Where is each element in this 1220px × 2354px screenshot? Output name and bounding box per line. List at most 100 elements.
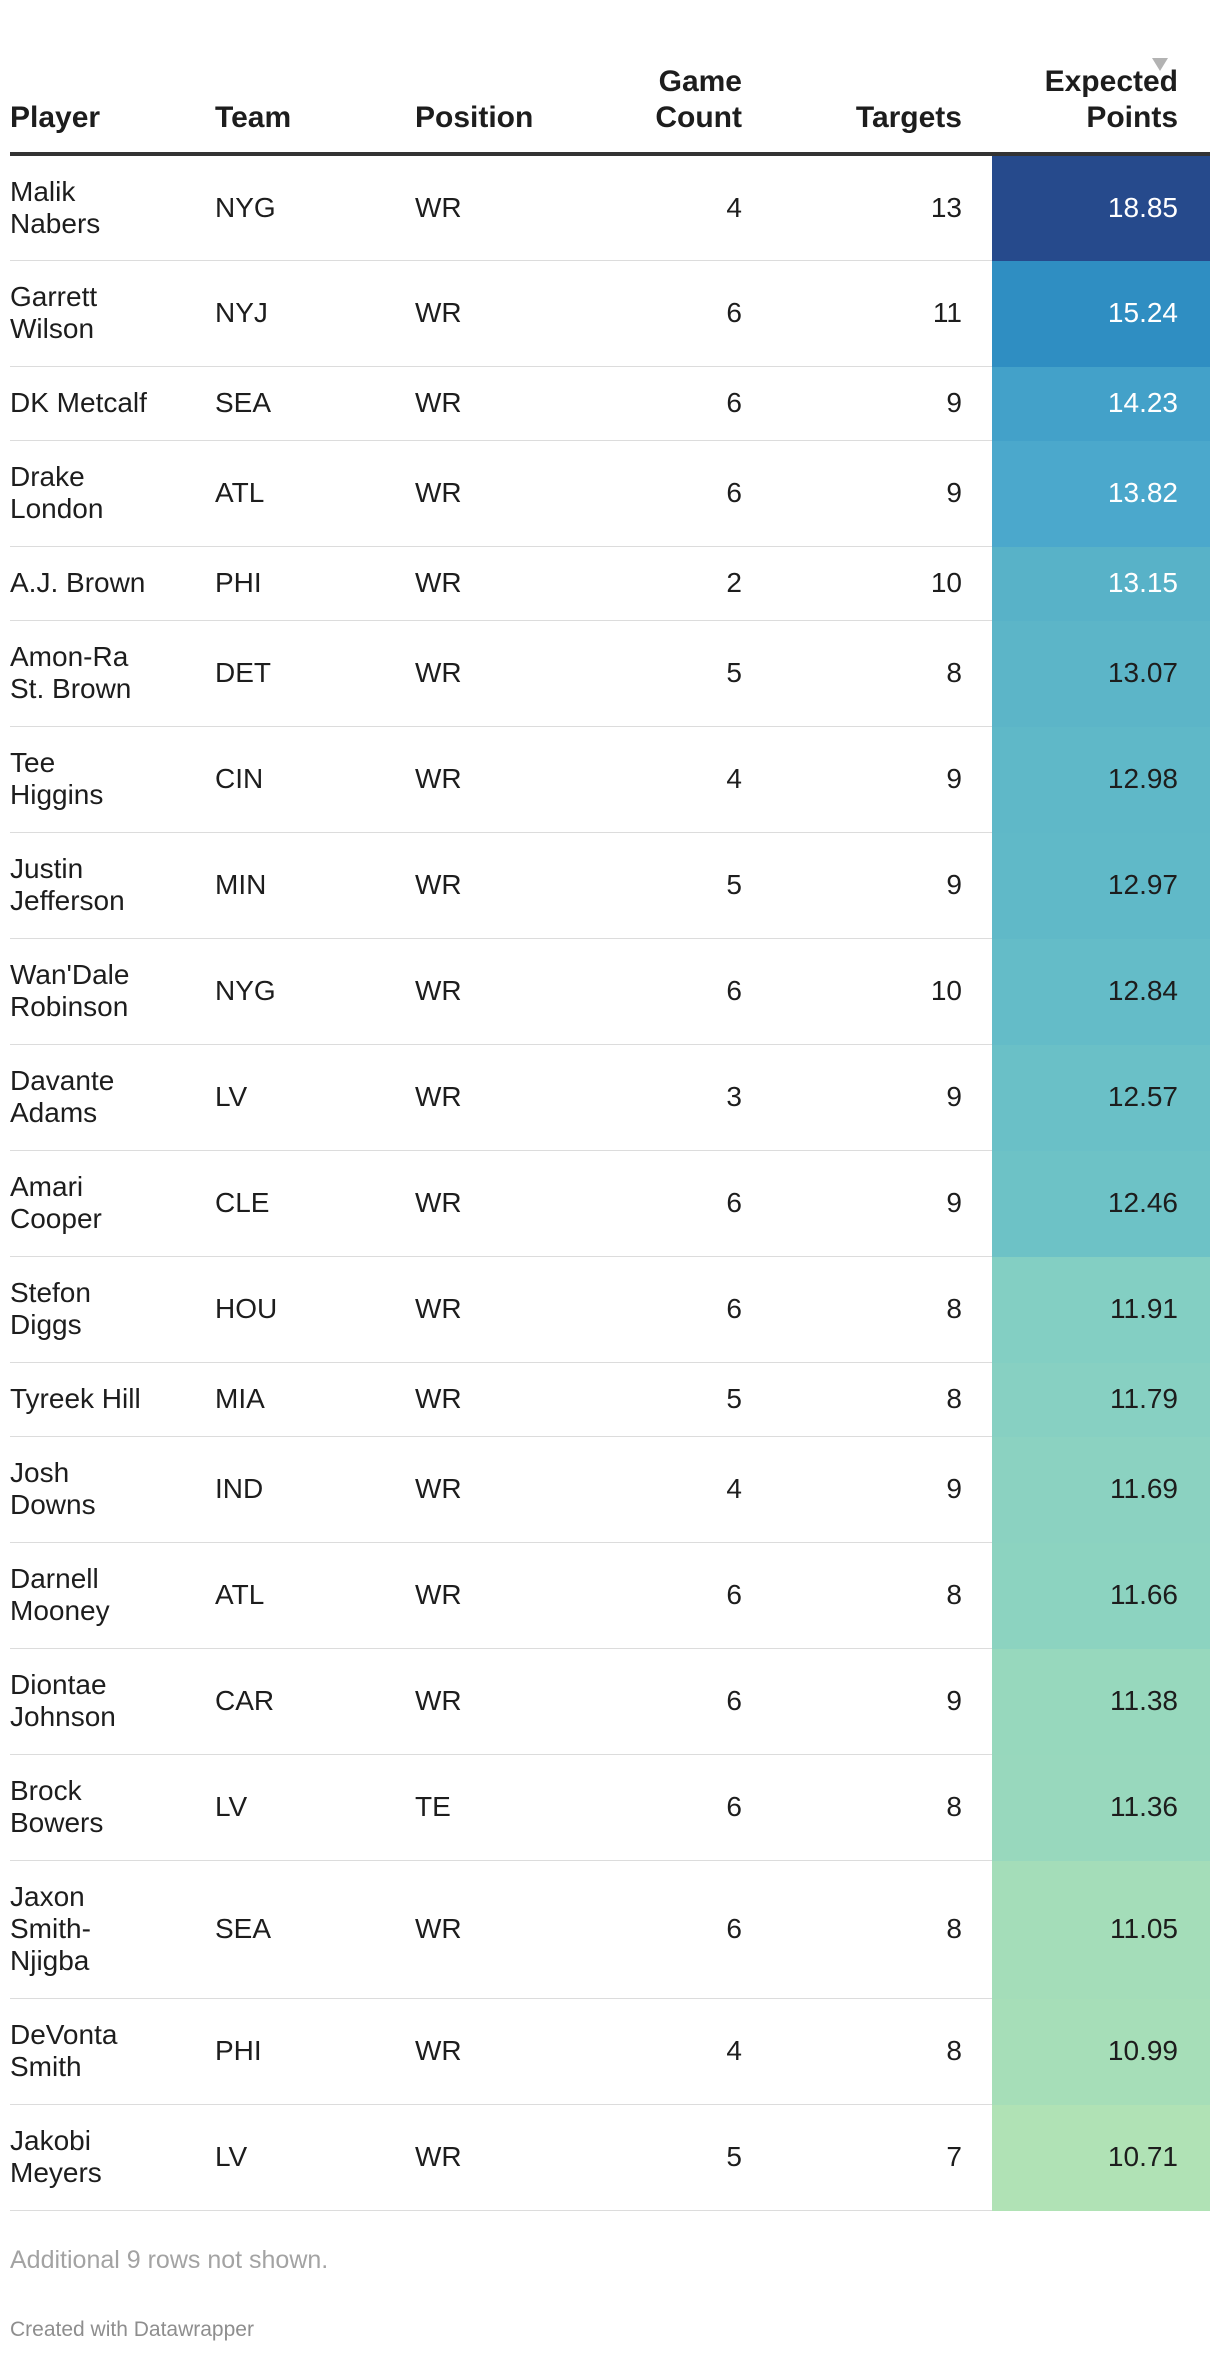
cell-team: IND [215, 1436, 415, 1543]
cell-player: A.J. Brown [10, 546, 215, 621]
cell-expected-points: 12.46 [992, 1150, 1210, 1257]
cell-team: SEA [215, 1860, 415, 1999]
cell-team: CLE [215, 1150, 415, 1257]
player-name-line: Jefferson [10, 885, 125, 916]
cell-player: Amon-Ra St. Brown [10, 620, 215, 727]
header-player[interactable]: Player [10, 0, 215, 156]
cell-game-count: 5 [615, 2104, 772, 2211]
cell-game-count: 6 [615, 1860, 772, 1999]
cell-position: WR [415, 1044, 615, 1151]
player-name-line: Bowers [10, 1807, 104, 1838]
cell-game-count: 5 [615, 620, 772, 727]
cell-player: Tee Higgins [10, 726, 215, 833]
header-team[interactable]: Team [215, 0, 415, 156]
cell-game-count: 4 [615, 726, 772, 833]
player-name-line: Adams [10, 1097, 98, 1128]
cell-targets: 9 [772, 726, 992, 833]
header-game-count[interactable]: Game Count [615, 0, 772, 156]
cell-targets: 9 [772, 832, 992, 939]
player-name-line: Jakobi [10, 2125, 91, 2156]
cell-targets: 9 [772, 1648, 992, 1755]
player-name-line: Cooper [10, 1203, 102, 1234]
cell-position: WR [415, 1648, 615, 1755]
cell-team: ATL [215, 1542, 415, 1649]
player-name-line: Stefon [10, 1277, 91, 1308]
cell-targets: 8 [772, 1998, 992, 2105]
cell-position: WR [415, 366, 615, 441]
cell-expected-points: 12.98 [992, 726, 1210, 833]
player-name-line: Meyers [10, 2157, 102, 2188]
player-name-line: Smith- [10, 1913, 91, 1944]
cell-team: CAR [215, 1648, 415, 1755]
header-targets[interactable]: Targets [772, 0, 992, 156]
header-position[interactable]: Position [415, 0, 615, 156]
cell-position: WR [415, 1362, 615, 1437]
table-row: Justin Jefferson MIN WR 5 9 12.97 [10, 832, 1210, 939]
cell-expected-points: 10.71 [992, 2104, 1210, 2211]
cell-game-count: 6 [615, 260, 772, 367]
cell-expected-points: 18.85 [992, 154, 1210, 261]
player-name-line: London [10, 493, 104, 524]
header-player-label: Player [10, 101, 101, 134]
cell-expected-points: 11.66 [992, 1542, 1210, 1649]
header-targets-label: Targets [855, 101, 962, 134]
player-name-line: Diggs [10, 1309, 82, 1340]
player-name-line: Garrett [10, 281, 98, 312]
player-name-line: Smith [10, 2051, 82, 2082]
cell-position: WR [415, 1436, 615, 1543]
table-row: Drake London ATL WR 6 9 13.82 [10, 440, 1210, 547]
table-row: Davante Adams LV WR 3 9 12.57 [10, 1044, 1210, 1151]
table-row: Diontae Johnson CAR WR 6 9 11.38 [10, 1648, 1210, 1755]
table-row: Tee Higgins CIN WR 4 9 12.98 [10, 726, 1210, 833]
player-name-line: Mooney [10, 1595, 110, 1626]
cell-expected-points: 15.24 [992, 260, 1210, 367]
player-name-line: Drake [10, 461, 85, 492]
cell-targets: 8 [772, 1362, 992, 1437]
cell-expected-points: 11.36 [992, 1754, 1210, 1861]
cell-position: WR [415, 620, 615, 727]
cell-game-count: 4 [615, 1998, 772, 2105]
cell-team: LV [215, 1044, 415, 1151]
cell-team: HOU [215, 1256, 415, 1363]
player-name-line: Wan'Dale [10, 959, 130, 990]
sort-descending-icon [1152, 58, 1168, 71]
cell-position: WR [415, 260, 615, 367]
cell-player: Malik Nabers [10, 154, 215, 261]
cell-team: PHI [215, 546, 415, 621]
cell-targets: 9 [772, 1436, 992, 1543]
player-name-line: Amon-Ra [10, 641, 129, 672]
header-expected-points[interactable]: Expected Points [992, 0, 1210, 156]
cell-game-count: 6 [615, 366, 772, 441]
cell-expected-points: 11.79 [992, 1362, 1210, 1437]
table-row: Josh Downs IND WR 4 9 11.69 [10, 1436, 1210, 1543]
cell-targets: 8 [772, 1754, 992, 1861]
cell-team: SEA [215, 366, 415, 441]
cell-expected-points: 12.57 [992, 1044, 1210, 1151]
cell-team: MIA [215, 1362, 415, 1437]
header-expected-points-line2: Points [1086, 101, 1178, 134]
cell-position: WR [415, 2104, 615, 2211]
cell-position: WR [415, 440, 615, 547]
cell-game-count: 6 [615, 1150, 772, 1257]
cell-position: WR [415, 1150, 615, 1257]
cell-game-count: 4 [615, 154, 772, 261]
datawrapper-table-container: Player Team Position Game Count Targets [10, 0, 1210, 2211]
cell-team: NYG [215, 938, 415, 1045]
player-name-line: Davante [10, 1065, 115, 1096]
cell-team: LV [215, 2104, 415, 2211]
cell-targets: 8 [772, 620, 992, 727]
cell-targets: 8 [772, 1256, 992, 1363]
table-body: Malik Nabers NYG WR 4 13 18.85 Garrett Wilson NYJ… [10, 154, 1210, 2211]
cell-player: Wan'Dale Robinson [10, 938, 215, 1045]
player-name-line: Malik [10, 175, 76, 207]
cell-position: WR [415, 1256, 615, 1363]
header-game-count-line1: Game [658, 65, 742, 98]
player-name-line: Robinson [10, 991, 129, 1022]
player-name-line: St. Brown [10, 673, 132, 704]
table-row: Jakobi Meyers LV WR 5 7 10.71 [10, 2104, 1210, 2211]
header-position-label: Position [415, 101, 534, 134]
rows-not-shown-note: Additional 9 rows not shown. [10, 2246, 329, 2274]
table-row: A.J. Brown PHI WR 2 10 13.15 [10, 546, 1210, 621]
datawrapper-credit[interactable]: Created with Datawrapper [10, 2318, 254, 2341]
cell-game-count: 6 [615, 938, 772, 1045]
